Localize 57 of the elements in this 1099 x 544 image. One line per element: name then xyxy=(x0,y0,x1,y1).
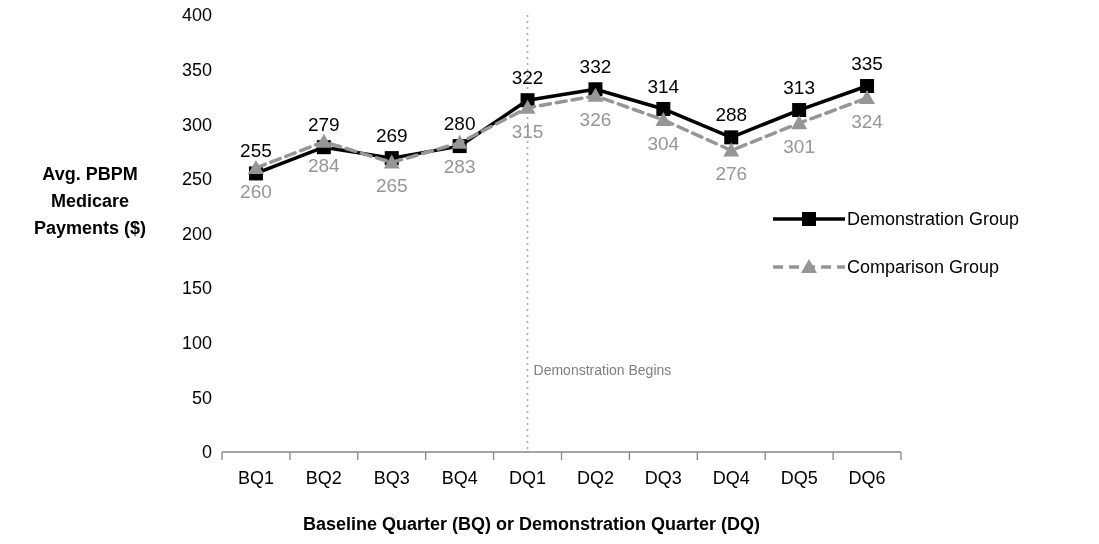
point xyxy=(655,111,672,126)
x-tick-label: DQ6 xyxy=(848,468,886,488)
point xyxy=(859,90,876,105)
x-tick-label: BQ1 xyxy=(237,468,274,488)
y-tick-label: 200 xyxy=(181,223,212,244)
data-label: 283 xyxy=(443,155,476,177)
x-tick-label: DQ3 xyxy=(644,468,682,488)
x-tick-label: DQ2 xyxy=(576,468,614,488)
x-tick-label: BQ3 xyxy=(373,468,410,488)
data-label: 255 xyxy=(240,140,272,162)
y-tick-label: 250 xyxy=(181,169,212,190)
y-axis-title: Avg. PBPM Medicare Payments ($) xyxy=(33,164,147,238)
point xyxy=(860,79,875,94)
point xyxy=(792,103,807,118)
point xyxy=(587,87,604,102)
y-tick-label: 150 xyxy=(181,278,212,299)
y-tick-label: 300 xyxy=(181,114,212,135)
data-label: 326 xyxy=(579,108,612,130)
point xyxy=(724,130,739,145)
x-tick-label: BQ2 xyxy=(305,468,342,488)
data-label: 313 xyxy=(783,77,815,99)
data-label: 279 xyxy=(308,114,340,136)
data-label: 284 xyxy=(308,154,341,176)
point xyxy=(451,134,468,149)
y-tick-label: 0 xyxy=(201,442,212,463)
point xyxy=(519,99,536,114)
data-label: 280 xyxy=(443,113,476,135)
data-label: 304 xyxy=(647,132,680,154)
data-label: 335 xyxy=(851,53,883,75)
x-tick-label: DQ1 xyxy=(509,468,547,488)
data-label: 332 xyxy=(579,56,612,78)
x-tick-label: BQ4 xyxy=(441,468,478,488)
legend-label: Demonstration Group xyxy=(847,209,1020,230)
data-label: 265 xyxy=(375,175,408,197)
data-label: 314 xyxy=(647,75,680,97)
x-tick-label: DQ4 xyxy=(712,468,750,488)
y-tick-label: 100 xyxy=(181,333,212,354)
data-label: 322 xyxy=(511,67,544,89)
point xyxy=(791,115,808,130)
point xyxy=(656,101,671,116)
data-label: 301 xyxy=(783,136,815,158)
x-tick-label: DQ5 xyxy=(780,468,818,488)
x-axis-title: Baseline Quarter (BQ) or Demonstration Quarter (DQ) xyxy=(302,514,761,534)
point xyxy=(315,133,332,148)
y-tick-label: 350 xyxy=(181,59,212,80)
ref-line-label: Demonstration Begins xyxy=(533,361,672,378)
data-label: 260 xyxy=(240,180,272,202)
point xyxy=(247,159,264,174)
y-tick-label: 400 xyxy=(181,5,212,26)
y-tick-label: 50 xyxy=(191,387,212,408)
data-label: 276 xyxy=(715,163,748,185)
data-label: 315 xyxy=(511,120,544,142)
legend-label: Comparison Group xyxy=(847,257,1000,278)
data-label: 324 xyxy=(851,111,884,133)
data-label: 288 xyxy=(715,104,748,126)
point xyxy=(723,142,740,157)
data-label: 269 xyxy=(375,125,408,147)
